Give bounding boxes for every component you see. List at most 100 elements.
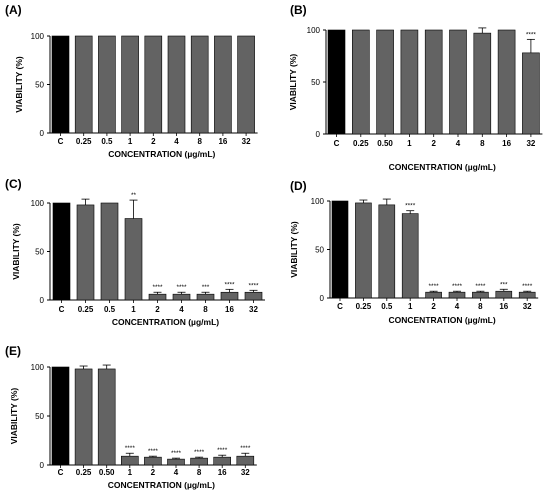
bar (76, 204, 95, 301)
chart-panel: (B) 0 50 100 VIABILITY (%) C 0.25 0.50 1 2 4 8 16 ***… (288, 3, 543, 172)
x-tick-label: 0.50 (377, 139, 393, 148)
bar (449, 29, 467, 135)
y-tick-label: 0 (40, 296, 45, 305)
x-tick-label: 4 (179, 305, 184, 314)
x-tick-label: 4 (456, 139, 461, 148)
bar (148, 293, 167, 301)
x-tick-label: 32 (242, 137, 251, 146)
bar (448, 291, 466, 299)
bar (244, 291, 263, 301)
y-tick-label: 100 (31, 199, 45, 208)
bar (144, 35, 163, 134)
x-tick-label: 16 (225, 305, 234, 314)
significance-label: **** (475, 283, 486, 290)
bar (167, 458, 185, 466)
bar (355, 202, 372, 299)
bar (51, 366, 70, 466)
bar (190, 35, 209, 134)
bar (98, 35, 116, 134)
significance-label: **** (148, 448, 159, 455)
bar (121, 455, 139, 466)
bar (51, 35, 70, 134)
bar (237, 35, 255, 134)
x-tick-label: 1 (131, 305, 136, 314)
x-tick-label: 1 (128, 468, 133, 477)
x-tick-label: 0.5 (104, 305, 116, 314)
significance-label: *** (500, 281, 508, 288)
x-tick-label: 0.25 (78, 305, 94, 314)
bar (425, 291, 442, 299)
bar (236, 455, 255, 466)
y-tick-label: 50 (35, 248, 44, 257)
y-tick-label: 0 (320, 294, 325, 303)
chart-panel: (E) 0 50 100 VIABILITY (%) C 0.25 0.50 **** 1 ****… (5, 344, 257, 490)
x-tick-label: 8 (480, 139, 485, 148)
y-tick-label: 50 (315, 246, 324, 255)
y-axis-label: VIABILITY (%) (288, 54, 298, 111)
x-tick-label: 32 (241, 468, 250, 477)
significance-label: **** (452, 283, 463, 290)
y-tick-label: 100 (311, 197, 325, 206)
bar (327, 29, 346, 135)
bar (472, 291, 489, 299)
bar (124, 218, 143, 301)
bar (213, 456, 231, 466)
x-tick-label: 32 (526, 139, 535, 148)
x-tick-label: 16 (218, 468, 227, 477)
significance-label: **** (194, 449, 205, 456)
bar (214, 35, 232, 134)
bar (376, 29, 394, 135)
bar (172, 293, 191, 301)
x-axis-label: CONCENTRATION (µg/mL) (389, 162, 496, 172)
x-tick-label: C (58, 137, 64, 146)
x-tick-label: 0.25 (353, 139, 369, 148)
x-tick-label: 1 (407, 139, 412, 148)
significance-label: **** (171, 450, 182, 457)
bar (424, 29, 443, 135)
panel-label: (A) (5, 3, 22, 17)
bar (121, 35, 139, 134)
x-tick-label: 1 (408, 302, 413, 311)
bar (497, 29, 516, 135)
y-axis-label: VIABILITY (%) (9, 388, 19, 445)
bar (378, 204, 396, 299)
bar (190, 457, 208, 466)
bar (400, 29, 419, 135)
y-axis-label: VIABILITY (%) (289, 221, 299, 278)
x-tick-label: 16 (502, 139, 511, 148)
significance-label: **** (125, 445, 136, 452)
bar (74, 35, 93, 134)
x-tick-label: C (59, 305, 65, 314)
significance-label: **** (526, 31, 537, 38)
bar (144, 456, 162, 466)
y-tick-label: 0 (40, 129, 45, 138)
y-tick-label: 100 (31, 32, 45, 41)
significance-label: **** (176, 284, 187, 291)
x-tick-label: 0.5 (381, 302, 393, 311)
bar (495, 290, 513, 299)
chart-panel: (C) 0 50 100 VIABILITY (%) C 0.25 0.5 ** 1 **** 2 **… (5, 177, 265, 327)
significance-label: **** (240, 445, 251, 452)
x-tick-label: 4 (174, 137, 179, 146)
y-axis-label: VIABILITY (%) (11, 223, 21, 280)
chart-panel: (A) 0 50 100 VIABILITY (%) C 0.25 0.5 1 2 4 8 16 32 CO… (5, 3, 258, 159)
bar (401, 213, 419, 299)
y-tick-label: 100 (307, 26, 321, 35)
bar (52, 202, 71, 301)
y-tick-label: 100 (31, 363, 45, 372)
bar (518, 291, 536, 299)
y-tick-label: 0 (40, 461, 45, 470)
x-tick-label: 32 (249, 305, 258, 314)
significance-label: **** (248, 282, 259, 289)
y-tick-label: 50 (311, 78, 320, 87)
bar (331, 200, 349, 299)
significance-label: **** (405, 203, 416, 210)
x-axis-label: CONCENTRATION (µg/mL) (108, 149, 215, 159)
y-axis-label: VIABILITY (%) (14, 56, 24, 113)
x-tick-label: C (334, 139, 340, 148)
bar (220, 291, 239, 301)
panel-label: (B) (290, 3, 307, 17)
bar (351, 29, 370, 135)
